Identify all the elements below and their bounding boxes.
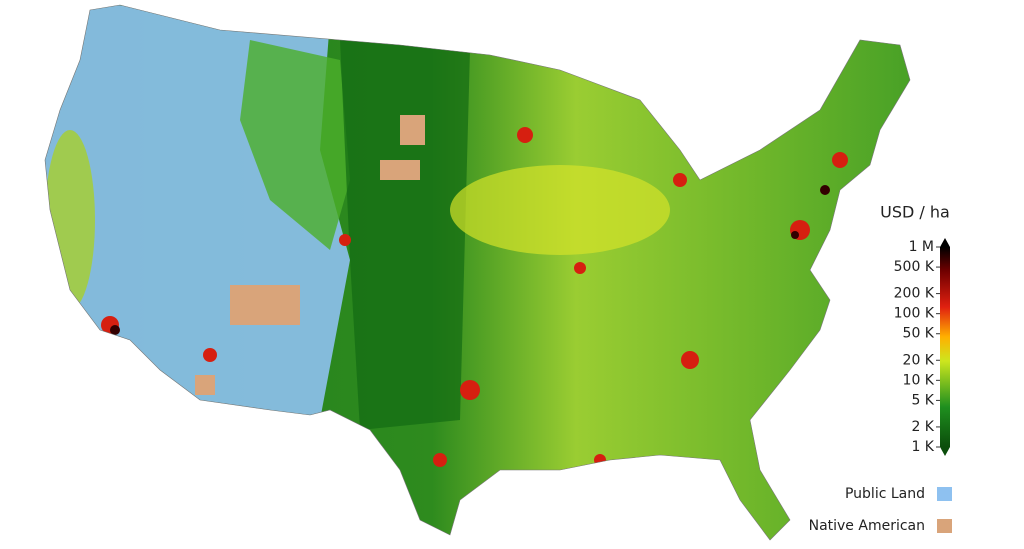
colorbar-tick-label: 500 K bbox=[894, 259, 935, 275]
colorbar-tick-label: 50 K bbox=[903, 326, 935, 342]
colorbar-tick-label: 10 K bbox=[903, 372, 935, 388]
colorbar-tick-label: 5 K bbox=[911, 392, 934, 408]
colorbar-tick-label: 1 K bbox=[911, 439, 934, 455]
colorbar-tick-label: 1 M bbox=[909, 239, 934, 255]
us-map bbox=[45, 5, 910, 540]
colorbar-tick-label: 20 K bbox=[903, 352, 935, 368]
colorbar-extend-bottom bbox=[940, 447, 950, 456]
colorbar-tick-label: 2 K bbox=[911, 419, 934, 435]
colorbar-tick-label: 100 K bbox=[894, 306, 935, 322]
colorbar-gradient bbox=[940, 247, 950, 447]
colorbar-title: USD / ha bbox=[880, 203, 950, 222]
legend-swatch bbox=[937, 487, 952, 501]
colorbar-extend-top bbox=[940, 238, 950, 247]
legend-label: Native American bbox=[809, 518, 925, 534]
legend-swatch bbox=[937, 519, 952, 533]
colorbar-tick-label: 200 K bbox=[894, 286, 935, 302]
legend: Public Land Native American bbox=[809, 486, 952, 534]
legend-label: Public Land bbox=[845, 486, 925, 502]
colorbar: 1 M 500 K 200 K 100 K 50 K 20 K 10 K 5 K 2 K 1 K bbox=[894, 238, 950, 456]
